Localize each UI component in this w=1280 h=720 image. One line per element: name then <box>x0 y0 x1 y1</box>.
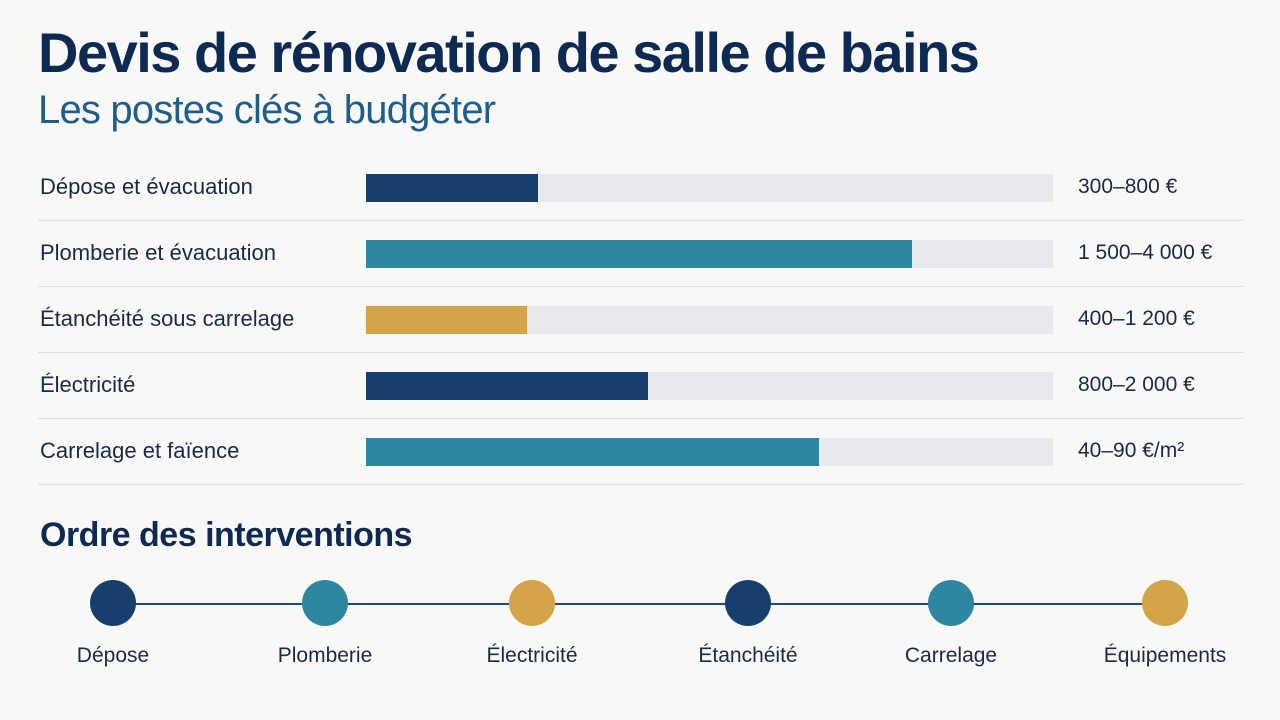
timeline-step-label: Équipements <box>1103 644 1227 667</box>
bar-label: Dépose et évacuation <box>40 174 253 199</box>
bar <box>366 306 528 334</box>
cost-row: Étanchéité sous carrelage 400–1 200 € <box>38 287 1243 353</box>
cost-row: Électricité 800–2 000 € <box>38 353 1243 419</box>
page-title: Devis de rénovation de salle de bains <box>38 21 980 84</box>
bar-label: Plomberie et évacuation <box>40 240 277 265</box>
bar-track <box>366 240 1053 268</box>
bar <box>366 372 648 400</box>
cost-row: Dépose et évacuation 300–800 € <box>38 155 1243 221</box>
timeline-step-label: Étanchéité <box>698 644 798 667</box>
cost-chart: Dépose et évacuation 300–800 € Plomberie… <box>38 155 1243 485</box>
timeline-step-label: Électricité <box>486 644 578 667</box>
bar-value-label: 300–800 € <box>1078 175 1178 198</box>
timeline-connector <box>113 603 1165 605</box>
timeline-step-dot <box>302 580 348 626</box>
timeline-step-dot <box>1142 580 1188 626</box>
bar <box>366 174 538 202</box>
bar-label: Carrelage et faïence <box>40 438 240 463</box>
bar-value-label: 800–2 000 € <box>1078 373 1195 396</box>
bar-value-label: 40–90 €/m² <box>1078 439 1185 462</box>
bar-label: Étanchéité sous carrelage <box>40 306 295 331</box>
cost-row: Carrelage et faïence 40–90 €/m² <box>38 419 1243 485</box>
bar-track <box>366 174 1053 202</box>
timeline-step-dot <box>725 580 771 626</box>
timeline-step-dot <box>509 580 555 626</box>
timeline-step-dot <box>90 580 136 626</box>
bar-value-label: 1 500–4 000 € <box>1078 241 1213 264</box>
timeline-title: Ordre des interventions <box>40 516 413 554</box>
timeline-step-label: Plomberie <box>277 644 373 667</box>
page-subtitle: Les postes clés à budgéter <box>38 88 496 132</box>
bar <box>366 438 820 466</box>
bar-value-label: 400–1 200 € <box>1078 307 1195 330</box>
cost-row: Plomberie et évacuation 1 500–4 000 € <box>38 221 1243 287</box>
timeline-step-label: Carrelage <box>904 644 998 667</box>
bar-track <box>366 306 1053 334</box>
bar-label: Électricité <box>40 372 136 397</box>
timeline-step-label: Dépose <box>76 644 150 667</box>
bar <box>366 240 913 268</box>
timeline-step-dot <box>928 580 974 626</box>
bar-track <box>366 438 1053 466</box>
bar-track <box>366 372 1053 400</box>
